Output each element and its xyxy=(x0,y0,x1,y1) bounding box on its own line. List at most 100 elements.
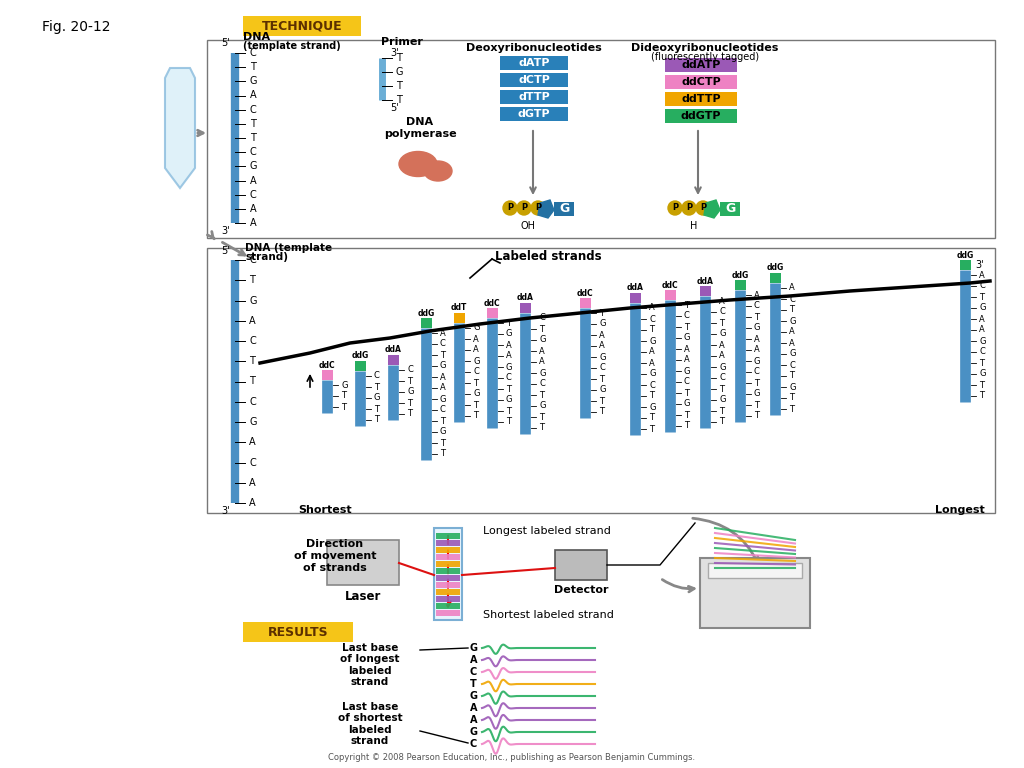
Text: C: C xyxy=(250,48,257,58)
Bar xyxy=(207,40,995,238)
Bar xyxy=(436,568,460,574)
Text: T: T xyxy=(506,406,511,415)
Text: G: G xyxy=(979,369,985,379)
Text: G: G xyxy=(250,76,257,86)
Text: P: P xyxy=(535,204,541,213)
Bar xyxy=(555,550,607,580)
Text: ddT: ddT xyxy=(451,303,467,313)
Text: T: T xyxy=(684,389,689,398)
Text: T: T xyxy=(754,313,759,322)
Bar xyxy=(436,547,460,553)
Text: ddA: ddA xyxy=(385,346,401,355)
Text: C: C xyxy=(684,312,690,320)
Text: T: T xyxy=(684,300,689,310)
Text: T: T xyxy=(396,81,401,91)
Text: 5': 5' xyxy=(390,103,398,113)
Text: T: T xyxy=(754,412,759,421)
Text: A: A xyxy=(249,316,256,326)
Text: Dideoxyribonucleotides: Dideoxyribonucleotides xyxy=(632,43,778,53)
Text: T: T xyxy=(250,133,256,143)
Text: G: G xyxy=(539,402,546,411)
Bar xyxy=(630,293,641,303)
Text: Laser: Laser xyxy=(345,590,381,603)
Text: C: C xyxy=(249,458,256,468)
Text: G: G xyxy=(250,161,257,171)
Text: A: A xyxy=(470,703,477,713)
Text: Labeled strands: Labeled strands xyxy=(495,250,601,263)
Text: T: T xyxy=(539,423,544,432)
Text: T: T xyxy=(473,412,478,421)
Text: C: C xyxy=(599,363,605,372)
Text: T: T xyxy=(473,400,478,409)
Text: G: G xyxy=(979,303,985,313)
Text: dATP: dATP xyxy=(518,58,550,68)
Text: G: G xyxy=(790,349,796,359)
Text: T: T xyxy=(396,53,401,63)
Text: A: A xyxy=(470,655,477,665)
Text: T: T xyxy=(440,416,445,425)
Circle shape xyxy=(668,201,682,215)
Text: T: T xyxy=(719,418,724,426)
Text: T: T xyxy=(341,392,346,400)
Text: A: A xyxy=(790,339,795,347)
Text: C: C xyxy=(539,379,545,389)
Text: C: C xyxy=(539,313,545,323)
Text: T: T xyxy=(539,412,544,422)
Text: T: T xyxy=(790,372,794,380)
Text: A: A xyxy=(470,715,477,725)
Text: A: A xyxy=(249,437,256,447)
Text: G: G xyxy=(440,428,446,436)
Bar xyxy=(665,75,737,89)
Text: G: G xyxy=(790,382,796,392)
Text: G: G xyxy=(473,323,479,333)
Text: G: G xyxy=(719,329,725,339)
Bar xyxy=(665,92,737,106)
Text: DNA: DNA xyxy=(243,32,270,42)
Text: A: A xyxy=(719,352,725,360)
Text: T: T xyxy=(790,405,794,413)
Text: G: G xyxy=(374,393,381,402)
Circle shape xyxy=(682,201,696,215)
Bar xyxy=(500,107,568,121)
Text: T: T xyxy=(754,400,759,409)
Text: G: G xyxy=(473,389,479,399)
Text: C: C xyxy=(754,368,760,376)
Text: A: A xyxy=(249,498,256,508)
Text: C: C xyxy=(470,739,477,749)
Text: T: T xyxy=(979,392,984,400)
Text: A: A xyxy=(599,330,605,339)
Text: ddC: ddC xyxy=(483,299,501,307)
Text: T: T xyxy=(649,425,654,433)
Text: G: G xyxy=(649,336,655,346)
Text: C: C xyxy=(250,104,257,114)
Text: A: A xyxy=(599,342,605,350)
Bar xyxy=(961,260,971,270)
Text: Last base
of shortest
labeled
strand: Last base of shortest labeled strand xyxy=(338,702,402,746)
Bar xyxy=(207,248,995,513)
Text: ddC: ddC xyxy=(318,360,335,369)
Text: G: G xyxy=(249,417,256,427)
Text: T: T xyxy=(684,411,689,419)
Text: A: A xyxy=(754,290,760,300)
Text: P: P xyxy=(521,204,527,213)
Text: G: G xyxy=(559,203,569,216)
Text: C: C xyxy=(440,406,445,415)
Polygon shape xyxy=(538,200,554,218)
Bar xyxy=(421,318,432,328)
Text: C: C xyxy=(979,347,985,356)
Text: T: T xyxy=(684,323,689,332)
Text: G: G xyxy=(649,402,655,412)
Text: 3': 3' xyxy=(221,226,230,236)
Bar xyxy=(436,540,460,546)
Text: dCTP: dCTP xyxy=(518,75,550,85)
Ellipse shape xyxy=(399,151,437,177)
Bar xyxy=(436,533,460,539)
Text: TECHNIQUE: TECHNIQUE xyxy=(262,19,342,32)
Text: T: T xyxy=(249,275,255,285)
Bar xyxy=(554,202,574,216)
Text: G: G xyxy=(473,356,479,366)
Text: Shortest labeled strand: Shortest labeled strand xyxy=(483,610,613,620)
Text: T: T xyxy=(506,385,511,393)
Text: C: C xyxy=(249,397,256,407)
Text: T: T xyxy=(649,413,654,422)
